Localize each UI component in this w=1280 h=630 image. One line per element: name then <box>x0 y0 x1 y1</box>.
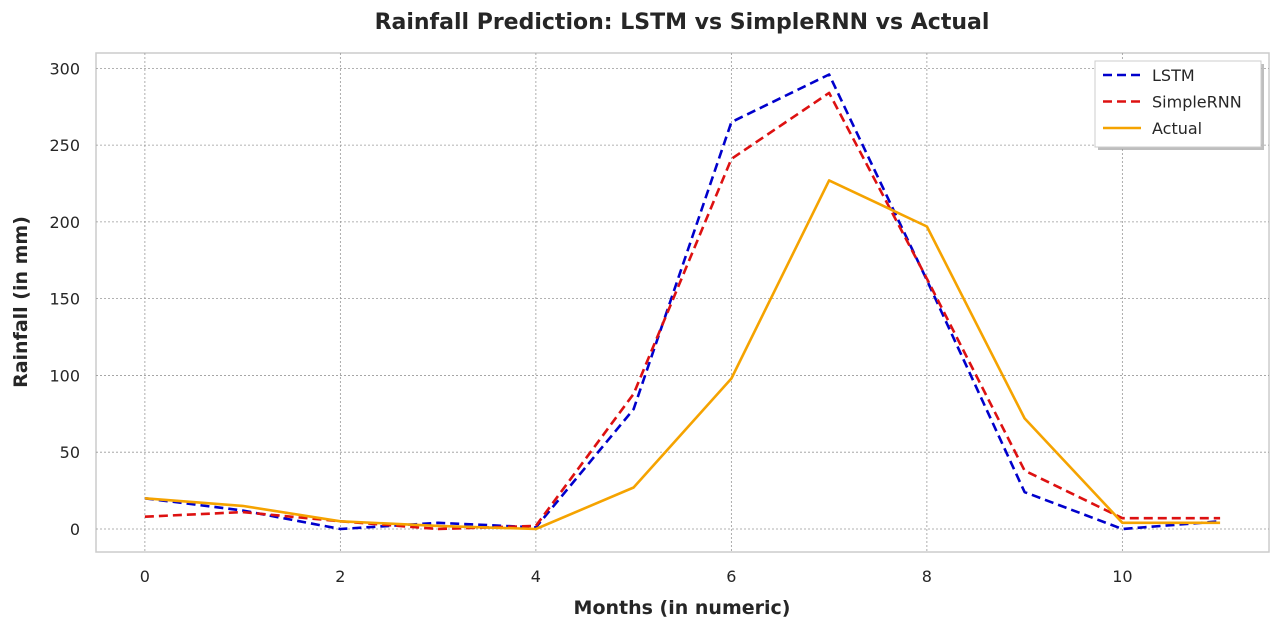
x-axis-label: Months (in numeric) <box>574 597 791 619</box>
x-tick-label: 4 <box>531 567 541 586</box>
y-axis-label: Rainfall (in mm) <box>10 216 32 388</box>
x-tick-label: 10 <box>1112 567 1132 586</box>
legend-label-lstm: LSTM <box>1152 66 1195 85</box>
y-tick-label: 150 <box>49 290 80 309</box>
plot-area <box>95 52 1270 553</box>
x-tick-label: 2 <box>335 567 345 586</box>
y-tick-labels: 0 50 100 150 200 250 300 <box>49 59 80 539</box>
y-tick-label: 50 <box>60 443 80 462</box>
x-tick-labels: 0 2 4 6 8 10 <box>140 567 1133 586</box>
y-tick-label: 0 <box>70 520 80 539</box>
chart-title: Rainfall Prediction: LSTM vs SimpleRNN v… <box>375 10 990 35</box>
y-tick-label: 300 <box>49 59 80 78</box>
x-tick-label: 0 <box>140 567 150 586</box>
x-tick-label: 8 <box>922 567 932 586</box>
legend-label-simplernn: SimpleRNN <box>1152 93 1242 112</box>
y-tick-label: 200 <box>49 213 80 232</box>
y-tick-label: 250 <box>49 136 80 155</box>
legend: LSTM SimpleRNN Actual <box>1094 60 1264 150</box>
grid <box>96 53 1269 552</box>
legend-label-actual: Actual <box>1152 119 1202 138</box>
y-tick-label: 100 <box>49 366 80 385</box>
x-tick-label: 6 <box>726 567 736 586</box>
series-line-actual <box>144 179 1221 531</box>
series-lines <box>144 73 1221 531</box>
